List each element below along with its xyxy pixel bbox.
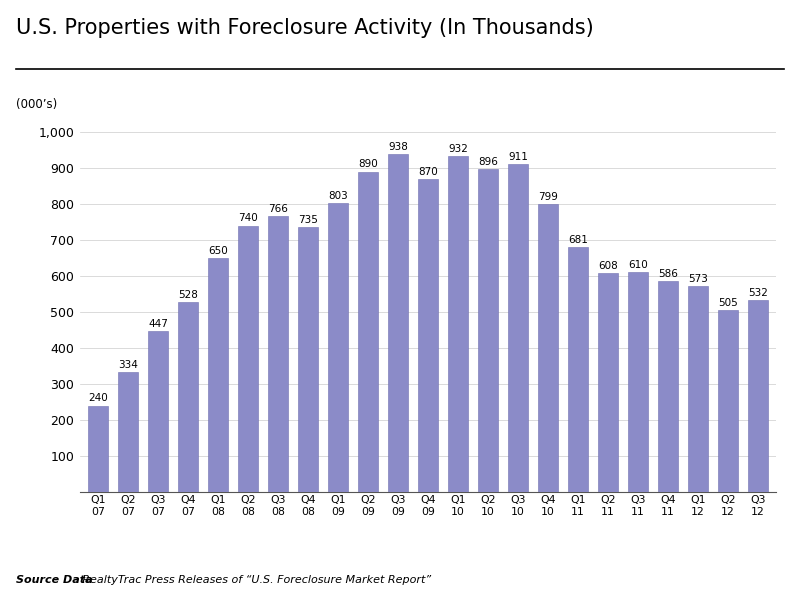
- Text: 681: 681: [568, 235, 588, 245]
- Text: 890: 890: [358, 160, 378, 169]
- Bar: [688, 286, 708, 492]
- Text: 803: 803: [328, 191, 348, 201]
- Bar: [418, 179, 438, 492]
- Text: 528: 528: [178, 290, 198, 300]
- Bar: [148, 331, 168, 492]
- Text: 870: 870: [418, 167, 438, 176]
- Text: 896: 896: [478, 157, 498, 167]
- Text: 586: 586: [658, 269, 678, 279]
- Text: 766: 766: [268, 204, 288, 214]
- Text: 240: 240: [88, 394, 108, 403]
- Bar: [358, 172, 378, 492]
- Bar: [388, 154, 408, 492]
- Bar: [748, 301, 768, 492]
- Text: 938: 938: [388, 142, 408, 152]
- Bar: [478, 169, 498, 492]
- Text: 610: 610: [628, 260, 648, 270]
- Text: 932: 932: [448, 145, 468, 154]
- Text: 740: 740: [238, 214, 258, 223]
- Text: 505: 505: [718, 298, 738, 308]
- Bar: [328, 203, 348, 492]
- Bar: [508, 164, 528, 492]
- Text: : RealtyTrac Press Releases of “U.S. Foreclosure Market Report”: : RealtyTrac Press Releases of “U.S. For…: [75, 575, 431, 585]
- Bar: [298, 227, 318, 492]
- Bar: [448, 157, 468, 492]
- Bar: [658, 281, 678, 492]
- Bar: [628, 272, 648, 492]
- Bar: [208, 258, 228, 492]
- Text: 911: 911: [508, 152, 528, 162]
- Text: 334: 334: [118, 359, 138, 370]
- Bar: [268, 216, 288, 492]
- Bar: [538, 205, 558, 492]
- Text: Source Data: Source Data: [16, 575, 93, 585]
- Text: (000’s): (000’s): [16, 98, 58, 111]
- Text: U.S. Properties with Foreclosure Activity (In Thousands): U.S. Properties with Foreclosure Activit…: [16, 18, 594, 38]
- Bar: [598, 273, 618, 492]
- Text: 799: 799: [538, 192, 558, 202]
- Bar: [238, 226, 258, 492]
- Bar: [568, 247, 588, 492]
- Bar: [118, 372, 138, 492]
- Text: 573: 573: [688, 274, 708, 284]
- Text: 735: 735: [298, 215, 318, 225]
- Text: 608: 608: [598, 261, 618, 271]
- Bar: [88, 406, 108, 492]
- Text: 447: 447: [148, 319, 168, 329]
- Bar: [178, 302, 198, 492]
- Text: 650: 650: [208, 246, 228, 256]
- Text: 532: 532: [748, 289, 768, 298]
- Bar: [718, 310, 738, 492]
